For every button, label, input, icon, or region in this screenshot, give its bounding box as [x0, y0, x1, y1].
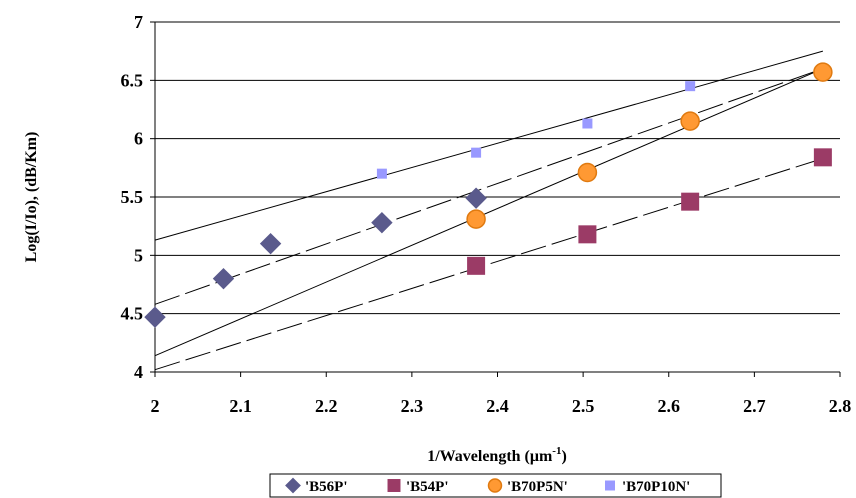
x-axis-title-main: 1/Wavelength (μm: [427, 448, 553, 465]
x-tick-label: 2.8: [829, 396, 852, 416]
x-tick-label: 2.6: [658, 396, 681, 416]
y-tick-label: 6: [134, 129, 143, 149]
data-point: [813, 148, 832, 167]
y-tick-label: 5.5: [121, 187, 144, 207]
data-point: [577, 162, 598, 183]
data-point: [681, 192, 700, 211]
tick-labels: 4 4.5 5 5.5 6 6.5 7 2 2.1 2.2 2.3 2.4 2.5 2.6 2.7 2.8: [121, 12, 852, 416]
legend-marker: [605, 480, 615, 491]
legend: 'B56P' 'B54P' 'B70P5N' 'B70P10N': [269, 473, 722, 498]
data-point: [578, 225, 597, 244]
data-point: [212, 267, 235, 290]
x-tick-label: 2.7: [743, 396, 766, 416]
y-axis-title: Log(I/Io), (dB/Km): [23, 132, 40, 263]
x-axis-title-superscript: -1: [552, 445, 561, 457]
y-tick-label: 4: [134, 362, 143, 382]
data-point: [376, 168, 387, 179]
x-tick-label: 2: [151, 396, 160, 416]
data-point: [371, 211, 393, 234]
trendline: [154, 50, 824, 241]
data-point: [144, 306, 166, 328]
x-axis-title-end: ): [561, 448, 566, 465]
x-tick-label: 2.1: [229, 396, 252, 416]
legend-marker: [487, 478, 503, 493]
data-point: [813, 62, 833, 82]
trendlines: [154, 50, 824, 371]
x-tick-label: 2.3: [401, 396, 424, 416]
data-point: [471, 147, 482, 158]
legend-label: 'B54P': [406, 479, 449, 495]
legend-marker: [285, 477, 301, 494]
x-axis-title: 1/Wavelength (μm-1): [427, 445, 567, 465]
legend-marker: [387, 479, 401, 492]
legend-label: 'B56P': [305, 479, 348, 495]
data-markers: [144, 62, 833, 328]
y-tick-label: 6.5: [121, 70, 144, 90]
y-tick-label: 5: [134, 245, 143, 265]
data-point: [685, 81, 696, 92]
y-tick-label: 7: [134, 12, 143, 32]
data-point: [259, 232, 282, 255]
data-point: [582, 118, 593, 129]
trendline: [154, 158, 824, 371]
legend-label: 'B70P5N': [507, 479, 568, 495]
data-point: [465, 187, 487, 209]
grid: [155, 21, 840, 315]
trendline: [154, 68, 824, 357]
y-tick-label: 4.5: [121, 304, 144, 324]
data-point: [680, 111, 700, 131]
x-tick-label: 2.2: [315, 396, 338, 416]
x-tick-label: 2.5: [572, 396, 595, 416]
data-point: [467, 256, 486, 275]
trendline: [154, 68, 824, 305]
data-point: [466, 209, 486, 229]
legend-label: 'B70P10N': [622, 479, 690, 495]
x-tick-label: 2.4: [486, 396, 509, 416]
